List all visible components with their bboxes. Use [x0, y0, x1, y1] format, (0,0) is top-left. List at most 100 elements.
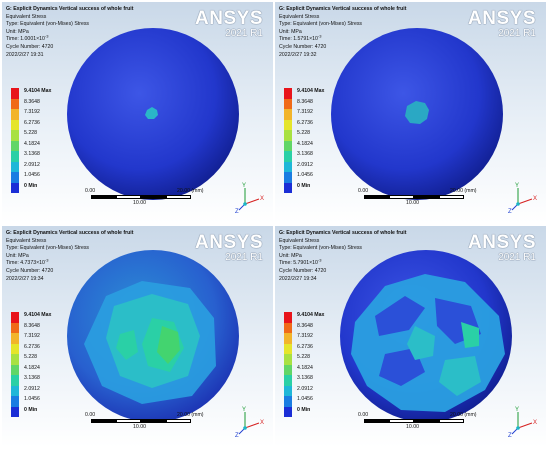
axis-y-label: Y [242, 407, 246, 413]
legend-color-swatch [11, 151, 19, 162]
result-line-3: Unit: MPa [279, 252, 302, 259]
result-cycle: Cycle Number: 4720 [279, 43, 327, 50]
axis-triad[interactable]: Y X Z [508, 404, 538, 438]
legend-value: 9.4104 Max [297, 88, 325, 94]
result-info: G: Explicit Dynamics Vertical success of… [279, 6, 406, 59]
legend-color-swatch [11, 406, 19, 417]
legend-value: 6.2736 [24, 343, 40, 350]
legend-value: 2.0912 [24, 161, 40, 168]
legend-value: 9.4104 Max [297, 312, 325, 318]
axis-triad[interactable]: Y X Z [508, 180, 538, 214]
legend-value: 4.1824 [297, 364, 313, 371]
legend-color-swatch [284, 385, 292, 396]
legend-value: 0 Min [24, 406, 38, 413]
legend-color-swatch [11, 161, 19, 172]
result-date: 2022/2/27 19:32 [279, 51, 317, 58]
result-line-3: Unit: MPa [279, 28, 302, 35]
legend-value: 8.3648 [24, 98, 40, 105]
result-line-3: Unit: MPa [6, 28, 29, 35]
legend-value: 1.0456 [24, 396, 40, 402]
result-viewport-3[interactable]: G: Explicit Dynamics Vertical success of… [2, 226, 273, 447]
legend-value: 3.1368 [297, 375, 313, 381]
legend-value: 6.2736 [24, 119, 40, 126]
legend-color-swatch [284, 98, 292, 109]
legend-color-swatch [11, 333, 19, 344]
result-time: Time: 4.7373×10-3 [6, 257, 49, 267]
legend-value: 0 Min [297, 182, 311, 189]
legend-value: 8.3648 [297, 322, 313, 329]
time-value: 1.5791×10 [293, 36, 318, 43]
result-viewport-4[interactable]: G: Explicit Dynamics Vertical success of… [275, 226, 546, 447]
legend-color-swatch [11, 119, 19, 130]
brand-version: 2021 R1 [498, 28, 536, 39]
scale-segment [389, 419, 414, 423]
legend-value: 1.0456 [297, 172, 313, 178]
result-line-1: Equivalent Stress [279, 237, 320, 244]
axis-x-label: X [533, 196, 537, 202]
time-exponent: -3 [317, 33, 322, 39]
axis-z-label: Z [235, 433, 239, 438]
result-time: Time: 1.0001×10-3 [6, 33, 49, 43]
brand-version: 2021 R1 [498, 252, 536, 263]
legend-value: 7.3192 [24, 109, 40, 115]
scale-segment [141, 195, 166, 199]
scale-label-end: 20.00 (mm) [450, 188, 477, 194]
legend-value: 3.1368 [24, 151, 40, 157]
legend-color-swatch [11, 140, 19, 151]
result-viewport-1[interactable]: G: Explicit Dynamics Vertical success of… [2, 2, 273, 223]
result-info: G: Explicit Dynamics Vertical success of… [6, 230, 133, 283]
legend-value: 5.228 [24, 354, 37, 360]
result-date: 2022/2/27 19:34 [279, 275, 317, 282]
legend-color-swatch [284, 109, 292, 120]
axis-y-label: Y [242, 183, 246, 189]
legend-value: 7.3192 [24, 333, 40, 339]
result-time: Time: 1.5791×10-3 [279, 33, 322, 43]
scale-label-start: 0.00 [358, 412, 369, 418]
axis-triad[interactable]: Y X Z [235, 404, 265, 438]
legend-value: 4.1824 [24, 364, 40, 371]
ansys-logo: ANSYS 2021 R1 [468, 9, 536, 40]
result-line-2: Type: Equivalent (von-Mises) Stress [6, 245, 90, 252]
scale-label-start: 0.00 [358, 188, 369, 194]
axis-z-label: Z [508, 209, 512, 214]
legend-color-swatch [11, 322, 19, 333]
fruit-sphere-model[interactable] [275, 226, 546, 447]
result-line-1: Equivalent Stress [6, 237, 47, 244]
scale-segment [116, 195, 141, 199]
scale-segment [166, 195, 191, 199]
result-viewport-2[interactable]: G: Explicit Dynamics Vertical success of… [275, 2, 546, 223]
legend-color-swatch [284, 151, 292, 162]
legend-color-swatch [11, 312, 19, 323]
legend-value: 2.0912 [24, 385, 40, 392]
legend-value: 7.3192 [297, 109, 313, 115]
ansys-logo: ANSYS 2021 R1 [195, 233, 263, 264]
result-time: Time: 5.7901×10-3 [279, 257, 322, 267]
brand-version: 2021 R1 [225, 252, 263, 263]
result-line-2: Type: Equivalent (von-Mises) Stress [279, 245, 363, 252]
fruit-sphere-model[interactable] [275, 2, 546, 223]
legend-color-swatch [284, 406, 292, 417]
result-info: G: Explicit Dynamics Vertical success of… [279, 230, 406, 283]
legend-color-swatch [11, 354, 19, 365]
brand-version: 2021 R1 [225, 28, 263, 39]
axis-x-label: X [533, 420, 537, 426]
legend-color-swatch [11, 364, 19, 375]
legend-value: 5.228 [297, 354, 310, 360]
result-cycle: Cycle Number: 4720 [279, 267, 327, 274]
scale-segment [141, 419, 166, 423]
legend-color-swatch [11, 396, 19, 407]
axis-triad[interactable]: Y X Z [235, 180, 265, 214]
fruit-sphere-model[interactable] [2, 2, 273, 223]
scale-segment [389, 195, 414, 199]
legend-color-swatch [284, 140, 292, 151]
fruit-sphere-model[interactable] [2, 226, 273, 447]
scale-label-start: 0.00 [85, 188, 96, 194]
legend-value: 4.1824 [297, 140, 313, 147]
result-date: 2022/2/27 19:31 [6, 51, 44, 58]
legend-value: 7.3192 [297, 333, 313, 339]
legend-color-swatch [11, 385, 19, 396]
legend-color-swatch [284, 312, 292, 323]
legend-value: 0 Min [24, 182, 38, 189]
legend-color-swatch [284, 343, 292, 354]
legend-value: 5.228 [297, 130, 310, 136]
